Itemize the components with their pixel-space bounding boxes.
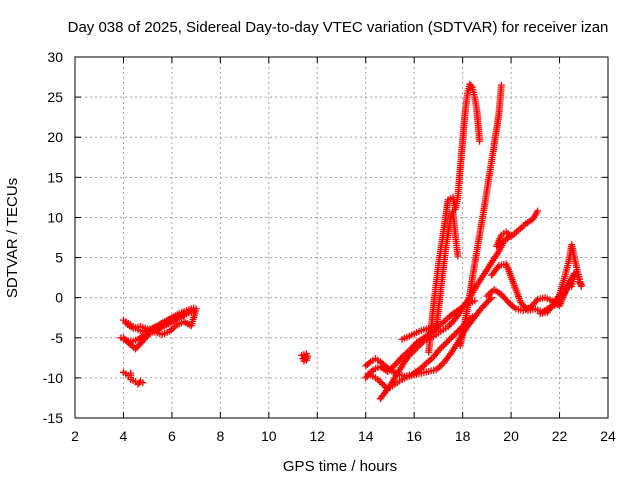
data-point-interp [452,329,460,337]
data-point [449,332,457,340]
data-point-interp [467,82,475,90]
data-point-interp [576,279,584,287]
data-point-interp [438,343,446,351]
x-tick-label: 20 [503,428,519,444]
series-late-end-2 [568,268,585,290]
data-point-interp [446,321,454,329]
series-spike-a [425,80,484,356]
data-point-interp [485,297,492,305]
x-tick-label: 12 [309,428,325,444]
y-tick-label: 0 [55,290,63,306]
data-point-interp [123,337,131,345]
series-spike-a-inner [432,207,462,334]
data-point-interp [550,300,557,308]
data-point-interp [385,384,393,391]
data-point [476,137,484,145]
data-point-interp [444,315,451,322]
data-point [439,342,447,350]
data-point-interp [503,297,511,305]
x-tick-label: 24 [600,428,616,444]
data-series [117,80,585,403]
data-point-interp [446,335,454,343]
y-tick-label: -10 [43,370,63,386]
data-point-interp [421,361,428,369]
data-point-interp [441,340,449,348]
data-point [124,339,132,347]
data-point-interp [504,230,512,237]
data-point-interp [477,305,485,313]
x-tick-label: 16 [406,428,422,444]
data-point [444,337,452,345]
y-tick-label: 15 [47,169,63,185]
series-spike-b [456,81,505,350]
grid-lines [75,57,608,418]
y-tick-label: -5 [51,330,64,346]
data-point [444,323,452,330]
data-point [434,347,442,355]
y-tick-label: 30 [47,49,63,65]
data-point-interp [397,355,405,363]
chart-title: Day 038 of 2025, Sidereal Day-to-day VTE… [68,19,609,36]
series-late-end [536,241,585,318]
data-point [471,297,479,305]
data-point [534,207,542,215]
data-point [122,319,130,327]
x-tick-label: 10 [261,428,277,444]
data-point-interp [447,334,455,342]
data-point-interp [436,345,444,353]
x-tick-label: 2 [71,428,79,444]
data-point-interp [376,377,383,385]
series-midday [298,350,312,365]
plot-border [74,56,609,419]
data-point-interp [408,343,416,351]
data-point [483,299,491,306]
data-point-interp [404,348,411,356]
data-point-interp [121,335,129,343]
data-point [139,379,147,387]
x-tick-label: 8 [216,428,224,444]
x-tick-label: 6 [168,428,176,444]
data-point-interp [451,331,459,339]
data-point [120,334,127,342]
data-point-interp [494,263,502,271]
data-point-interp [481,300,489,308]
data-point-interp [532,297,540,305]
series-late-band-1 [493,207,542,250]
data-point-interp [145,331,153,339]
x-axis-label: GPS time / hours [283,458,397,475]
series-early-cluster [120,368,147,388]
x-tick-label: 14 [358,428,374,444]
data-point-interp [365,359,373,367]
data-point [379,380,387,388]
y-tick-label: 10 [47,209,63,225]
y-tick-label: 20 [47,129,63,145]
data-point [488,294,496,302]
data-point-interp [443,339,450,347]
series-early-loop-b [120,305,200,339]
data-point [454,252,462,260]
data-point [497,81,505,89]
y-tick-label: 5 [55,250,63,266]
x-tick-label: 18 [455,428,471,444]
data-point-interp [368,368,375,375]
data-point [577,281,585,289]
data-point [300,351,308,359]
y-axis-label: SDTVAR / TECUs [4,178,21,298]
y-tick-label: -15 [43,410,63,426]
data-point-interp [486,295,494,303]
x-tick-label: 4 [120,428,128,444]
x-tick-label: 22 [552,428,568,444]
data-point-interp [377,379,385,387]
y-tick-label: 25 [47,89,63,105]
